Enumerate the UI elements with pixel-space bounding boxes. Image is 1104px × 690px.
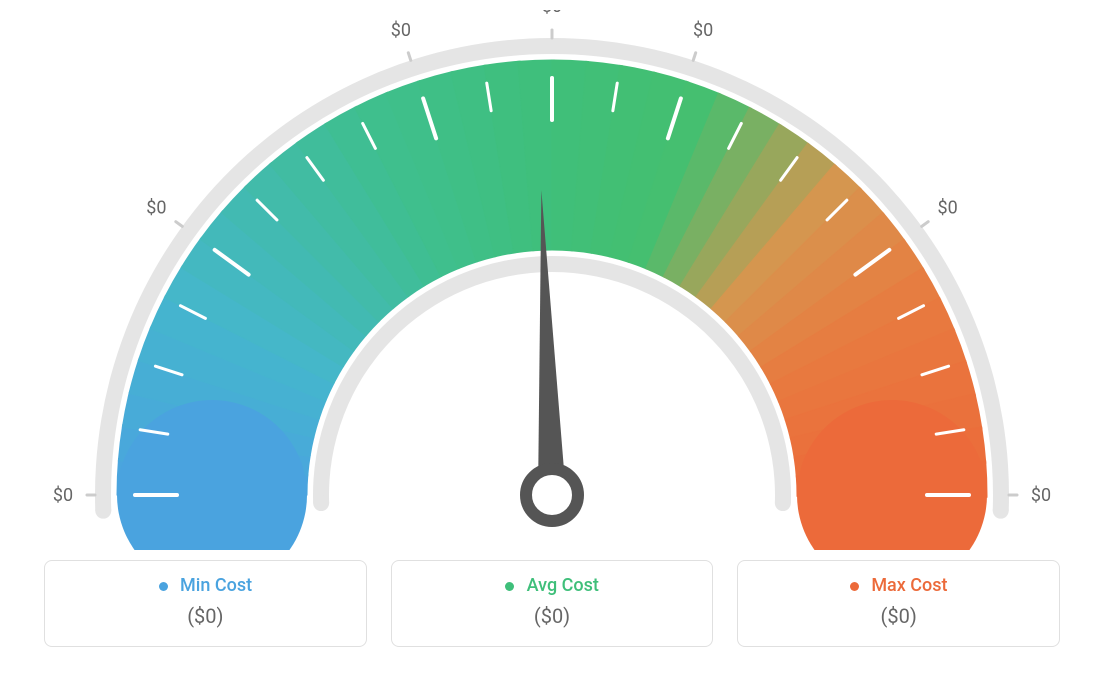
legend-box-max: Max Cost ($0) [737, 560, 1060, 647]
gauge-tick-label: $0 [391, 20, 411, 41]
legend-box-avg: Avg Cost ($0) [391, 560, 714, 647]
legend-value-avg: ($0) [402, 604, 703, 628]
gauge-chart: $0 $0 $0 $0 $0 $0 $0 [40, 10, 1064, 550]
legend-value-max: ($0) [748, 604, 1049, 628]
cost-gauge-infographic: $0 $0 $0 $0 $0 $0 $0 Min Cost ($0) Avg Cost ($… [0, 0, 1104, 690]
gauge-hub [526, 469, 578, 521]
gauge-tick-label: $0 [693, 20, 713, 41]
legend-label-max: Max Cost [748, 575, 1049, 596]
legend-text-min: Min Cost [180, 575, 252, 596]
legend-label-min: Min Cost [55, 575, 356, 596]
gauge-tick-label: $0 [542, 10, 562, 17]
gauge-tick-label: $0 [1031, 485, 1051, 506]
legend-row: Min Cost ($0) Avg Cost ($0) Max Cost ($0… [40, 560, 1064, 647]
legend-text-avg: Avg Cost [527, 575, 599, 596]
legend-dot-min [159, 582, 168, 591]
legend-value-min: ($0) [55, 604, 356, 628]
legend-dot-max [850, 582, 859, 591]
legend-dot-avg [505, 582, 514, 591]
legend-text-max: Max Cost [871, 575, 947, 596]
gauge-tick-label: $0 [937, 198, 957, 219]
legend-box-min: Min Cost ($0) [44, 560, 367, 647]
gauge-tick-label: $0 [53, 485, 73, 506]
gauge-tick-label: $0 [146, 198, 166, 219]
legend-label-avg: Avg Cost [402, 575, 703, 596]
gauge-svg: $0 $0 $0 $0 $0 $0 $0 [40, 10, 1064, 550]
